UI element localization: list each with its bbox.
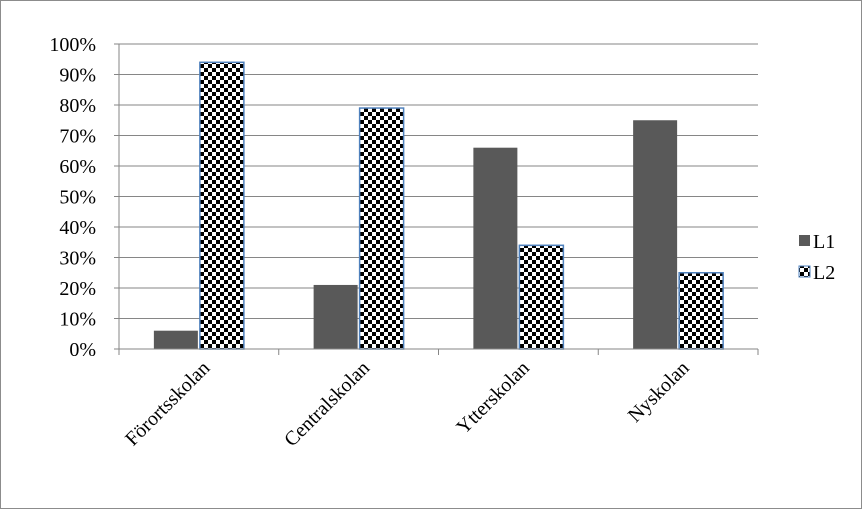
bars	[153, 61, 724, 350]
bar-l2-centralskolan	[358, 107, 405, 350]
y-tick-label: 100%	[49, 34, 96, 56]
bar-l1-nyskolan	[633, 120, 678, 349]
legend-label-l1: L1	[813, 231, 835, 253]
legend-label-l2: L2	[813, 262, 835, 284]
y-tick-label: 40%	[59, 217, 96, 239]
y-tick-label: 90%	[59, 65, 96, 87]
x-axis	[118, 44, 759, 355]
y-tick-label: 10%	[59, 309, 96, 331]
legend-swatch-l1	[799, 235, 810, 246]
y-tick-label: 70%	[59, 126, 96, 148]
y-tick-label: 80%	[59, 95, 96, 117]
bar-l1-förortsskolan	[153, 330, 198, 349]
bar-l2-ytterskolan	[518, 244, 565, 350]
y-tick-label: 20%	[59, 278, 96, 300]
bar-l2-förortsskolan	[199, 61, 245, 350]
bar-l2-nyskolan	[678, 272, 724, 350]
y-tick-label: 0%	[69, 339, 96, 361]
bar-l1-ytterskolan	[473, 147, 518, 349]
legend-swatch-l2	[798, 265, 811, 278]
bar-l1-centralskolan	[313, 284, 358, 349]
y-tick-label: 30%	[59, 248, 96, 270]
y-axis-ticks: 0% 10% 20% 30% 40% 50% 60% 70% 80% 90% 100%	[49, 34, 119, 361]
y-tick-label: 60%	[59, 156, 96, 178]
y-tick-label: 50%	[59, 187, 96, 209]
